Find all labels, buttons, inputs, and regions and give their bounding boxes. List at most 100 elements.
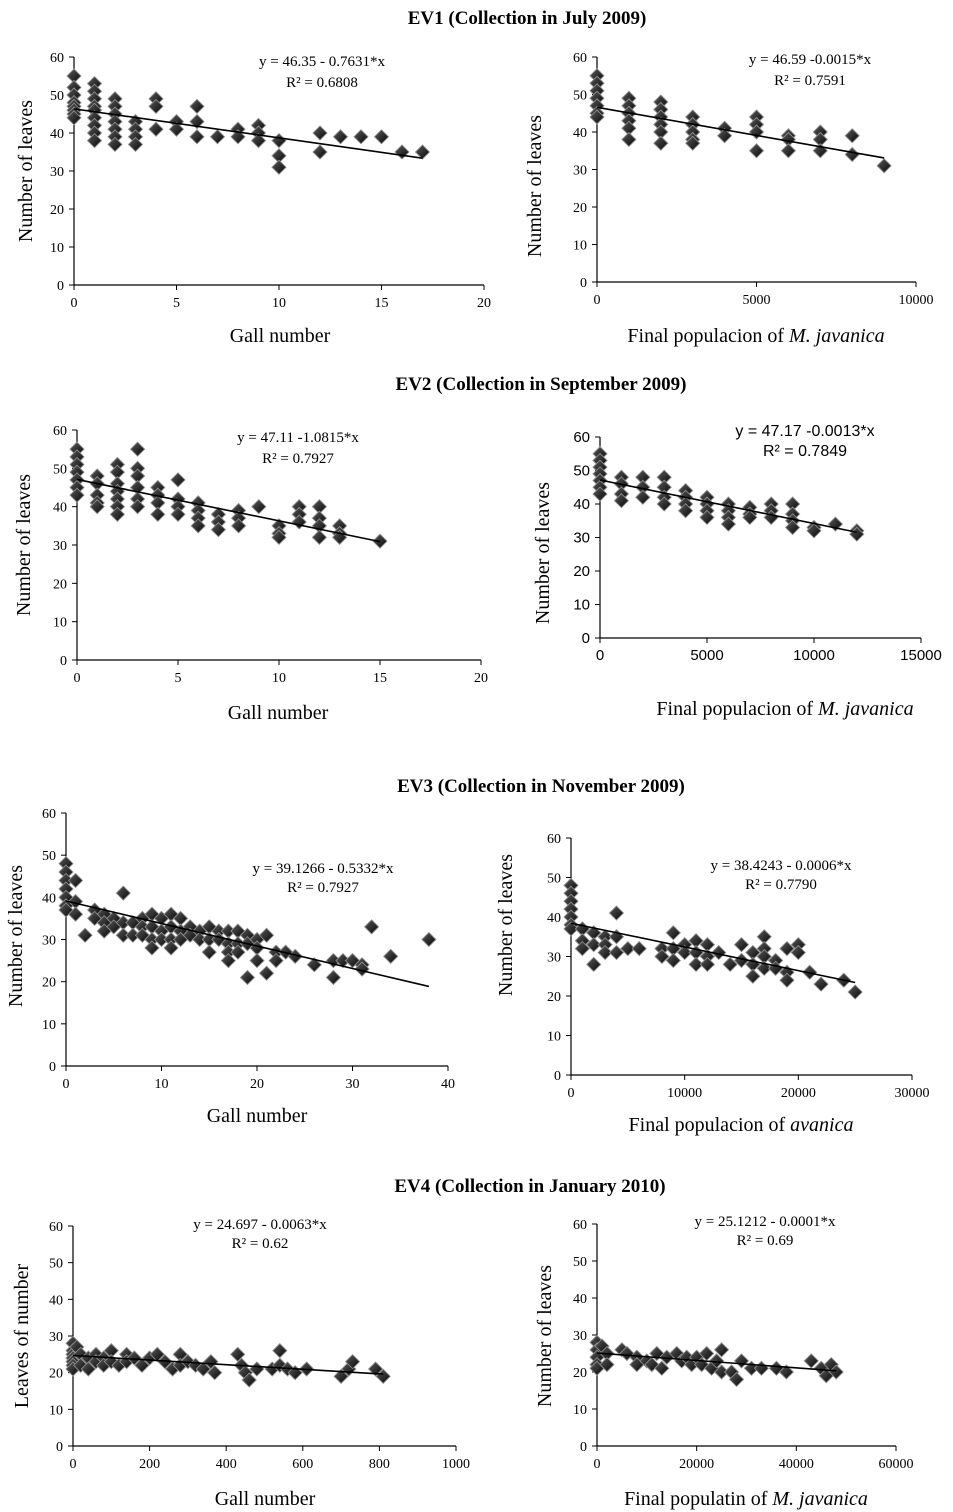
y-tick-label: 60 bbox=[42, 807, 56, 822]
data-point bbox=[89, 499, 105, 515]
x-tick-label: 0 bbox=[70, 1457, 77, 1472]
axes: 0 10 20 30 40 50 60 0 10000 20000 30000 bbox=[547, 832, 930, 1101]
r-squared-label: R² = 0.7591 bbox=[774, 73, 846, 89]
data-point bbox=[574, 940, 591, 957]
data-point bbox=[230, 518, 247, 534]
x-tick-label: 5 bbox=[173, 296, 180, 311]
data-point bbox=[291, 514, 307, 530]
data-point bbox=[613, 493, 630, 509]
data-point bbox=[170, 472, 186, 488]
y-tick-label: 30 bbox=[547, 951, 561, 966]
regression-equation: y = 47.17 -0.0013*x bbox=[735, 423, 874, 440]
data-point bbox=[688, 956, 704, 973]
data-point bbox=[190, 518, 206, 534]
data-point bbox=[597, 944, 613, 961]
y-tick-label: 0 bbox=[60, 654, 67, 669]
data-point bbox=[742, 509, 758, 526]
data-point bbox=[272, 1343, 288, 1359]
data-point bbox=[127, 136, 144, 153]
x-tick-label: 0 bbox=[71, 296, 78, 311]
y-tick-label: 30 bbox=[42, 934, 56, 949]
data-point bbox=[563, 921, 579, 937]
x-tick-label: 15 bbox=[373, 671, 387, 686]
y-tick-label: 40 bbox=[50, 127, 64, 142]
data-point bbox=[230, 1346, 246, 1362]
y-tick-label: 40 bbox=[573, 126, 587, 141]
trend-line bbox=[76, 478, 381, 543]
y-tick-label: 0 bbox=[580, 276, 587, 291]
data-points bbox=[589, 68, 892, 174]
section-title-ev4: EV4 (Collection in January 2010) bbox=[394, 1176, 665, 1197]
x-axis-label: Final populacion of avanica bbox=[629, 1114, 854, 1136]
x-axis-label: Gall number bbox=[207, 1105, 308, 1127]
data-point bbox=[592, 486, 608, 502]
chart-ev1-gall: 0 10 20 30 40 50 60 0 5 10 15 20 Gall number Number o… bbox=[15, 51, 491, 347]
data-point bbox=[332, 129, 349, 145]
data-point bbox=[258, 965, 275, 981]
x-tick-label: 0 bbox=[63, 1077, 70, 1092]
section-title-ev3: EV3 (Collection in November 2009) bbox=[397, 776, 685, 797]
chart-ev3-gall: 0 10 20 30 40 50 60 0 10 20 30 40 Gall number Number … bbox=[5, 807, 455, 1127]
y-tick-label: 10 bbox=[49, 1403, 63, 1418]
data-point bbox=[271, 159, 287, 175]
y-tick-label: 60 bbox=[547, 832, 561, 847]
data-point bbox=[251, 499, 267, 515]
y-tick-label: 0 bbox=[49, 1060, 56, 1075]
y-tick-label: 60 bbox=[573, 429, 590, 446]
data-point bbox=[635, 489, 651, 505]
y-tick-label: 20 bbox=[42, 976, 56, 991]
y-tick-label: 50 bbox=[53, 462, 67, 477]
data-point bbox=[677, 503, 694, 519]
y-tick-label: 0 bbox=[56, 1440, 63, 1455]
data-point bbox=[778, 1364, 795, 1380]
y-tick-label: 20 bbox=[573, 1366, 587, 1381]
data-point bbox=[249, 1361, 265, 1377]
data-point bbox=[203, 1354, 219, 1370]
data-point bbox=[803, 1353, 819, 1369]
y-tick-label: 0 bbox=[554, 1069, 561, 1084]
data-point bbox=[189, 129, 205, 145]
y-tick-label: 0 bbox=[582, 630, 590, 647]
data-point bbox=[126, 1350, 142, 1366]
axes: 0 10 20 30 40 50 60 0 20000 40000 60000 bbox=[573, 1218, 914, 1472]
data-point bbox=[363, 919, 380, 935]
data-point bbox=[189, 98, 205, 115]
data-point bbox=[333, 1368, 349, 1384]
data-point bbox=[344, 1354, 361, 1370]
regression-equation: y = 47.11 -1.0815*x bbox=[237, 430, 359, 446]
y-axis-label: Number of leaves bbox=[15, 100, 37, 242]
y-tick-label: 10 bbox=[573, 597, 590, 614]
x-tick-label: 20 bbox=[250, 1077, 264, 1092]
x-tick-label: 30000 bbox=[895, 1086, 930, 1101]
y-tick-label: 10 bbox=[547, 1030, 561, 1045]
x-tick-label: 20 bbox=[474, 671, 488, 686]
data-point bbox=[163, 940, 179, 956]
y-tick-label: 50 bbox=[547, 872, 561, 887]
data-point bbox=[77, 927, 93, 943]
data-point bbox=[685, 135, 701, 151]
x-tick-label: 15 bbox=[375, 296, 389, 311]
data-point bbox=[353, 129, 369, 145]
data-point bbox=[67, 872, 84, 889]
x-axis-label: Gall number bbox=[215, 1488, 316, 1510]
x-tick-label: 400 bbox=[216, 1457, 237, 1472]
data-point bbox=[86, 132, 103, 149]
x-tick-label: 60000 bbox=[879, 1457, 914, 1472]
y-axis-label: Number of leaves bbox=[13, 474, 35, 616]
data-point bbox=[421, 931, 437, 948]
section-title-ev2: EV2 (Collection in September 2009) bbox=[396, 374, 687, 395]
data-points bbox=[65, 1335, 391, 1388]
data-point bbox=[383, 948, 399, 965]
data-point bbox=[654, 948, 670, 965]
x-axis-label: Gall number bbox=[228, 702, 329, 724]
r-squared-label: R² = 0.6808 bbox=[286, 75, 358, 91]
x-tick-label: 10000 bbox=[793, 647, 835, 664]
data-point bbox=[813, 976, 829, 992]
data-point bbox=[201, 944, 217, 960]
data-point bbox=[134, 1357, 150, 1373]
y-tick-label: 20 bbox=[573, 201, 587, 216]
x-tick-label: 10 bbox=[272, 296, 286, 311]
y-tick-label: 30 bbox=[53, 539, 67, 554]
data-point bbox=[733, 1353, 750, 1369]
data-point bbox=[716, 128, 733, 144]
